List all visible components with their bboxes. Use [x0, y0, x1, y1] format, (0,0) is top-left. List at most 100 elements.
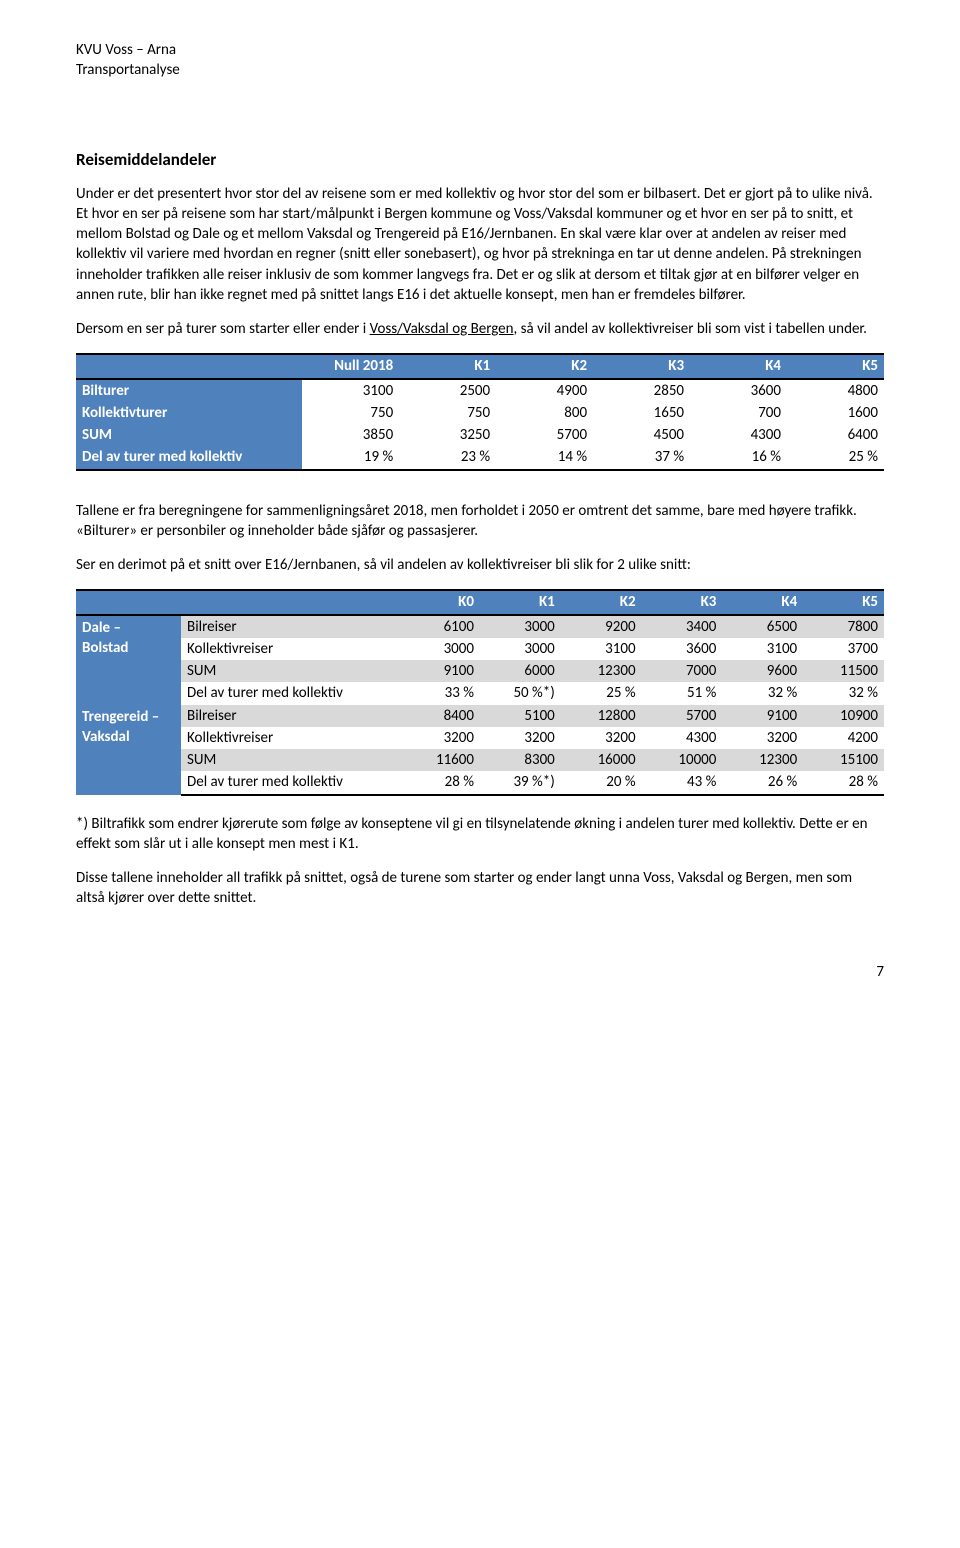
t1-cell: 800 [496, 402, 593, 424]
t1-row-label: SUM [76, 424, 302, 446]
paragraph-1: Under er det presentert hvor stor del av… [76, 184, 884, 306]
t2-cell: 12300 [561, 660, 642, 682]
t2-row-label: Kollektivreiser [181, 727, 399, 749]
t2-cell: 15100 [803, 749, 884, 771]
t2-cell: 39 %*) [480, 771, 561, 794]
t1-col-header [76, 354, 302, 378]
t2-cell: 25 % [561, 682, 642, 704]
paragraph-4: Ser en derimot på et snitt over E16/Jern… [76, 555, 884, 575]
t1-cell: 25 % [787, 446, 884, 469]
t2-col-header [181, 590, 399, 614]
table-row: Dale –BolstadBilreiser610030009200340065… [76, 615, 884, 638]
table-row: Kollektivturer75075080016507001600 [76, 402, 884, 424]
t2-body: Dale –BolstadBilreiser610030009200340065… [76, 615, 884, 795]
header-line-2: Transportanalyse [76, 60, 884, 80]
t2-col-header: K4 [722, 590, 803, 614]
t2-cell: 20 % [561, 771, 642, 794]
t1-header-row: Null 2018K1K2K3K4K5 [76, 354, 884, 378]
t2-cell: 28 % [399, 771, 480, 794]
t1-cell: 23 % [399, 446, 496, 469]
t1-cell: 4900 [496, 379, 593, 402]
table2-footnote: *) Biltrafikk som endrer kjørerute som f… [76, 814, 884, 855]
t2-cell: 11500 [803, 660, 884, 682]
t2-cell: 50 %*) [480, 682, 561, 704]
t2-cell: 11600 [399, 749, 480, 771]
t1-cell: 2850 [593, 379, 690, 402]
t2-cell: 43 % [642, 771, 723, 794]
t1-cell: 14 % [496, 446, 593, 469]
paragraph-2: Dersom en ser på turer som starter eller… [76, 319, 884, 339]
t2-cell: 8400 [399, 705, 480, 727]
t1-row-label: Del av turer med kollektiv [76, 446, 302, 469]
t1-cell: 16 % [690, 446, 787, 469]
para2-b: , så vil andel av kollektivreiser bli so… [514, 320, 867, 338]
t2-row-label: Del av turer med kollektiv [181, 682, 399, 704]
table-reisemiddel-voss-bergen: Null 2018K1K2K3K4K5 Bilturer310025004900… [76, 353, 884, 470]
t1-cell: 3100 [302, 379, 399, 402]
para2-underline: Voss/Vaksdal og Bergen [370, 320, 514, 338]
header-line-1: KVU Voss – Arna [76, 40, 884, 60]
t2-cell: 9600 [722, 660, 803, 682]
t1-cell: 4300 [690, 424, 787, 446]
table-row: Bilturer310025004900285036004800 [76, 379, 884, 402]
t2-section-label: Trengereid –Vaksdal [76, 705, 181, 795]
t1-cell: 4500 [593, 424, 690, 446]
t2-cell: 12300 [722, 749, 803, 771]
table-row: Trengereid –VaksdalBilreiser840051001280… [76, 705, 884, 727]
table-row: Del av turer med kollektiv33 %50 %*)25 %… [76, 682, 884, 704]
t2-col-header: K0 [399, 590, 480, 614]
t1-cell: 750 [302, 402, 399, 424]
t2-cell: 3000 [399, 638, 480, 660]
t2-cell: 16000 [561, 749, 642, 771]
t2-cell: 10900 [803, 705, 884, 727]
t2-cell: 6000 [480, 660, 561, 682]
t1-cell: 19 % [302, 446, 399, 469]
t2-row-label: SUM [181, 749, 399, 771]
t1-cell: 2500 [399, 379, 496, 402]
document-page: KVU Voss – Arna Transportanalyse Reisemi… [0, 0, 960, 1011]
t1-cell: 3600 [690, 379, 787, 402]
t2-cell: 8300 [480, 749, 561, 771]
t1-body: Bilturer310025004900285036004800Kollekti… [76, 379, 884, 470]
t2-cell: 3000 [480, 615, 561, 638]
t2-cell: 3600 [642, 638, 723, 660]
t2-cell: 10000 [642, 749, 723, 771]
t2-row-label: Del av turer med kollektiv [181, 771, 399, 794]
t2-cell: 5100 [480, 705, 561, 727]
t2-row-label: SUM [181, 660, 399, 682]
t2-header-row: K0K1K2K3K4K5 [76, 590, 884, 614]
t2-cell: 3100 [561, 638, 642, 660]
t1-cell: 4800 [787, 379, 884, 402]
t1-col-header: K3 [593, 354, 690, 378]
t2-cell: 32 % [722, 682, 803, 704]
t2-cell: 4200 [803, 727, 884, 749]
t2-row-label: Bilreiser [181, 615, 399, 638]
t2-cell: 26 % [722, 771, 803, 794]
t2-cell: 9100 [722, 705, 803, 727]
t2-cell: 3200 [561, 727, 642, 749]
t2-cell: 6100 [399, 615, 480, 638]
t2-cell: 6500 [722, 615, 803, 638]
table-row: SUM11600830016000100001230015100 [76, 749, 884, 771]
t2-col-header: K2 [561, 590, 642, 614]
t2-col-header [76, 590, 181, 614]
t1-row-label: Bilturer [76, 379, 302, 402]
t2-row-label: Kollektivreiser [181, 638, 399, 660]
t2-cell: 9100 [399, 660, 480, 682]
t2-cell: 28 % [803, 771, 884, 794]
t1-row-label: Kollektivturer [76, 402, 302, 424]
paragraph-3: Tallene er fra beregningene for sammenli… [76, 501, 884, 542]
section-title: Reisemiddelandeler [76, 149, 884, 170]
document-header: KVU Voss – Arna Transportanalyse [76, 40, 884, 81]
t2-cell: 33 % [399, 682, 480, 704]
table-row: Del av turer med kollektiv28 %39 %*)20 %… [76, 771, 884, 794]
t2-cell: 3200 [722, 727, 803, 749]
t1-col-header: K2 [496, 354, 593, 378]
table-row: SUM385032505700450043006400 [76, 424, 884, 446]
t2-cell: 3000 [480, 638, 561, 660]
t2-col-header: K3 [642, 590, 723, 614]
t1-col-header: K5 [787, 354, 884, 378]
t2-cell: 3400 [642, 615, 723, 638]
t2-cell: 32 % [803, 682, 884, 704]
t2-cell: 7800 [803, 615, 884, 638]
